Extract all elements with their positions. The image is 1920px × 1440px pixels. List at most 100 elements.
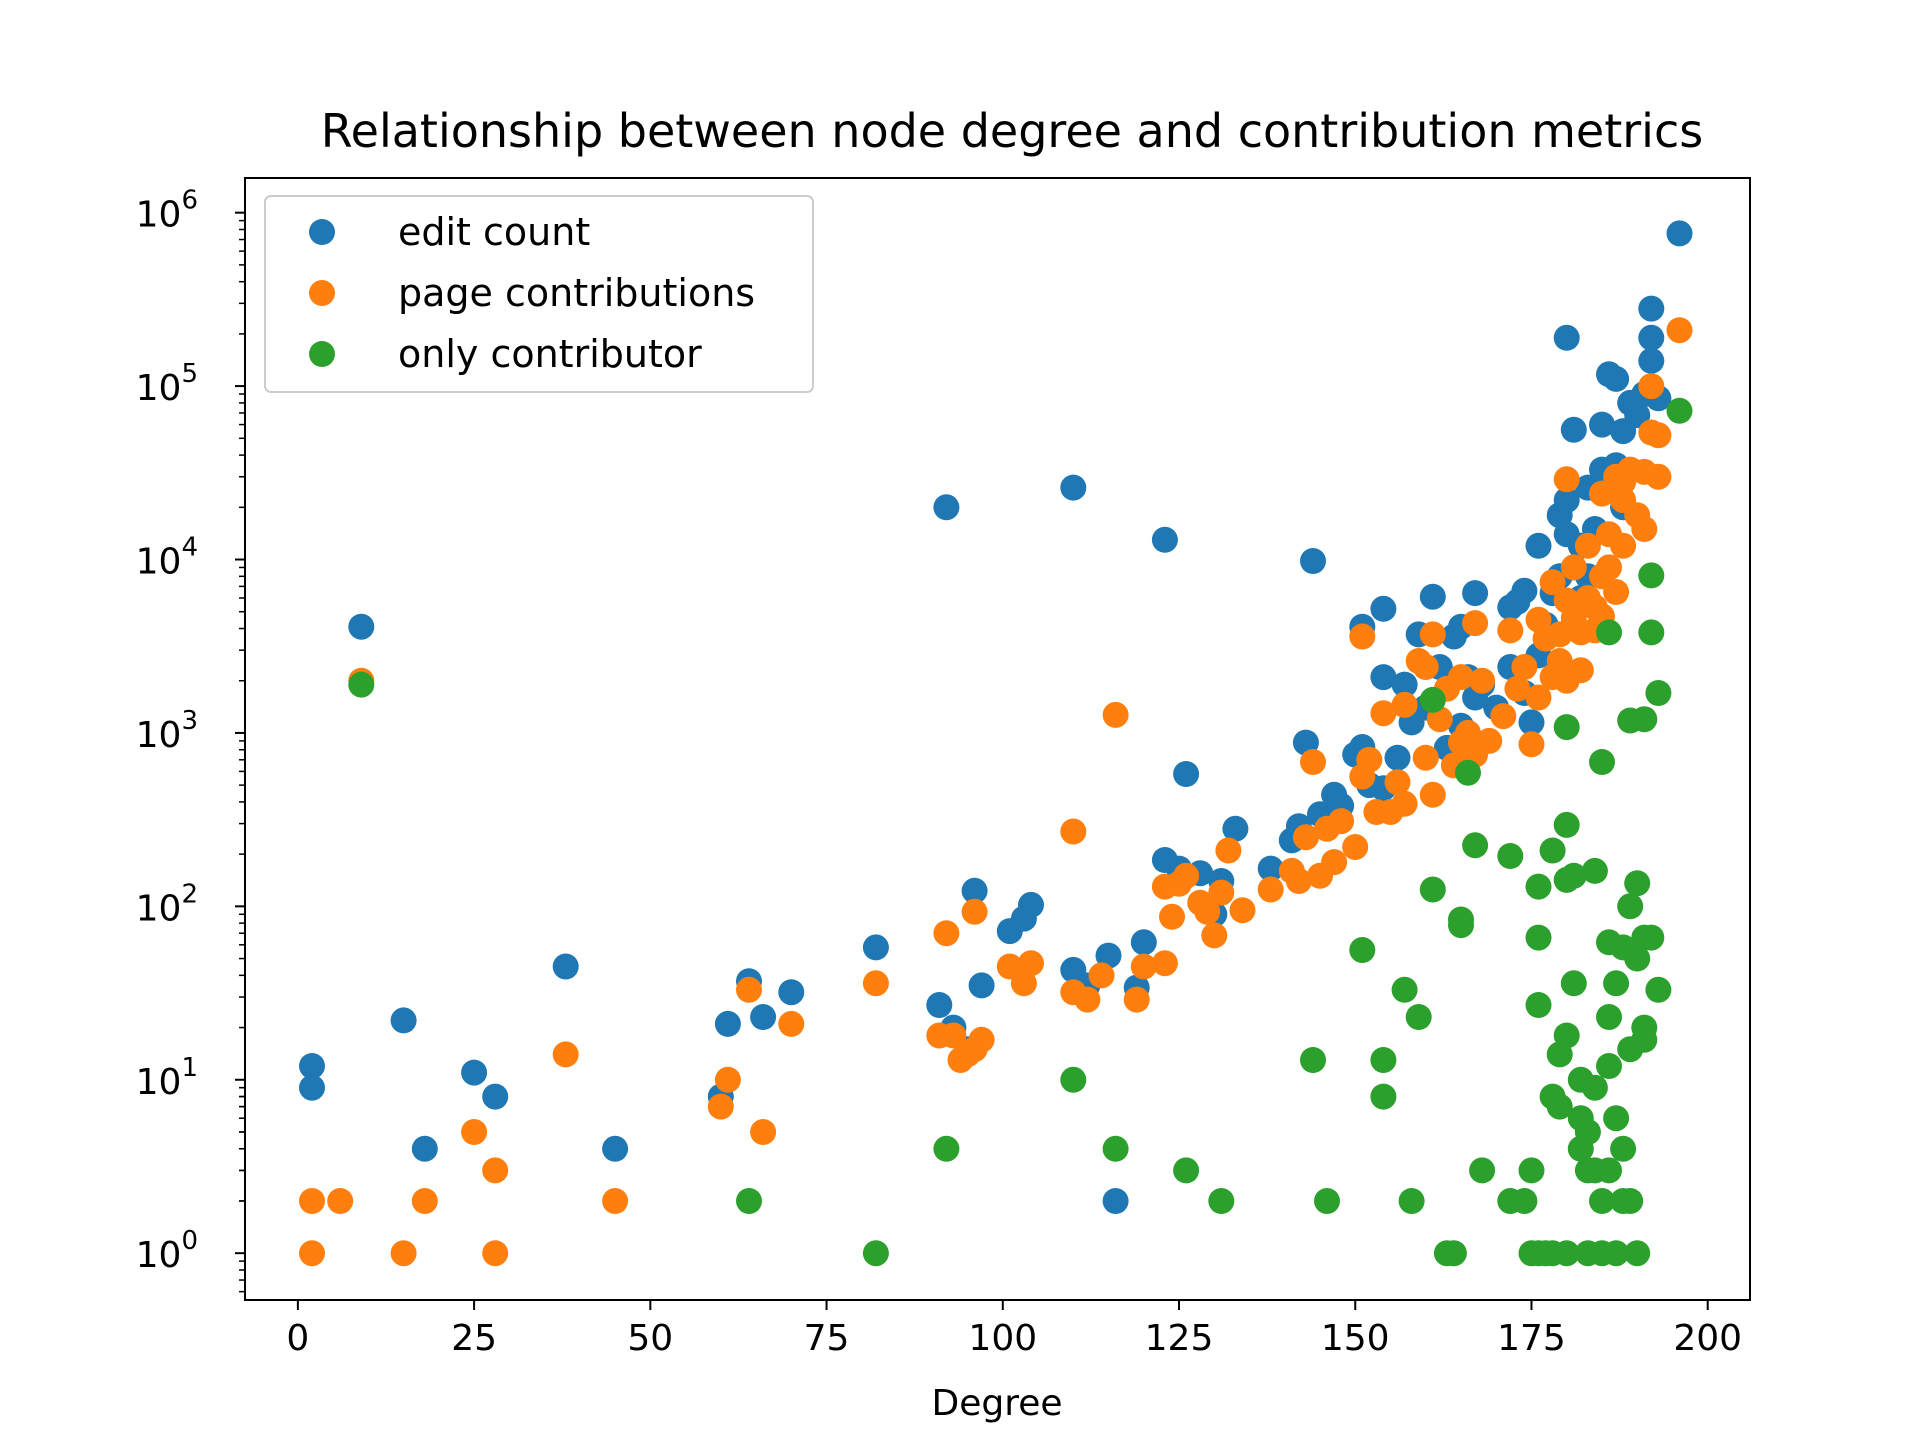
data-point — [1440, 1240, 1467, 1267]
data-point — [1596, 1004, 1622, 1030]
data-point — [1391, 691, 1418, 718]
data-point — [1631, 1026, 1658, 1053]
data-point — [1088, 962, 1115, 989]
data-point — [1412, 654, 1439, 680]
data-point — [1553, 487, 1580, 514]
data-point — [299, 1240, 325, 1267]
x-axis-label: Degree — [931, 1383, 1062, 1424]
data-point — [1018, 891, 1044, 918]
y-axis: 100 101 102 103 104 105 106 — [136, 186, 245, 1293]
data-point — [1462, 832, 1489, 859]
data-point — [1292, 824, 1319, 851]
data-point — [1638, 295, 1665, 322]
data-point — [348, 671, 375, 698]
data-point — [1624, 870, 1651, 897]
data-point — [1617, 893, 1644, 920]
data-point — [1574, 1119, 1601, 1145]
data-point — [1603, 1240, 1630, 1267]
data-point — [1462, 610, 1489, 637]
data-point — [1060, 474, 1087, 501]
data-point — [1666, 220, 1693, 247]
data-point — [1638, 924, 1665, 951]
data-point — [1412, 744, 1439, 771]
data-point — [1596, 1053, 1622, 1079]
data-point — [1589, 1188, 1615, 1214]
data-point — [1511, 654, 1538, 680]
data-point — [933, 1135, 960, 1162]
data-point — [862, 970, 889, 997]
data-point — [1511, 1188, 1538, 1214]
chart-title: Relationship between node degree and con… — [321, 104, 1703, 158]
data-point — [1102, 1135, 1129, 1162]
data-point — [1490, 703, 1517, 730]
plot-frame — [244, 177, 1751, 1301]
data-point — [1511, 577, 1538, 604]
data-point — [1617, 1188, 1644, 1214]
data-point — [1525, 873, 1552, 900]
data-point — [933, 920, 960, 947]
data-point — [1546, 648, 1573, 674]
data-point — [1018, 950, 1044, 977]
data-point — [1123, 986, 1150, 1013]
data-point — [390, 1007, 417, 1034]
data-point — [1596, 619, 1622, 646]
data-point — [1610, 532, 1637, 559]
legend-box — [264, 195, 814, 393]
data-point — [482, 1240, 509, 1267]
data-point — [1398, 1188, 1425, 1214]
data-point — [1546, 1093, 1573, 1120]
y-tick-label: 102 — [136, 879, 198, 929]
data-point — [1645, 976, 1672, 1003]
data-point — [1285, 868, 1312, 894]
data-point — [1130, 929, 1157, 956]
data-point — [1553, 1240, 1580, 1267]
data-point — [926, 992, 953, 1018]
data-point — [1448, 664, 1474, 691]
x-tick-label: 150 — [1321, 1318, 1390, 1359]
legend-marker — [309, 280, 335, 306]
data-point — [1384, 769, 1411, 796]
data-point — [940, 1022, 967, 1049]
series-2 — [348, 397, 1693, 1267]
data-point — [1553, 324, 1580, 351]
data-point — [1300, 1047, 1326, 1073]
data-point — [1159, 903, 1185, 930]
data-point — [1610, 1135, 1637, 1162]
data-point — [1391, 671, 1418, 698]
data-point — [1603, 970, 1630, 997]
data-point — [1476, 727, 1503, 754]
data-point — [1130, 953, 1157, 980]
data-point — [750, 1119, 777, 1145]
data-point — [1469, 1157, 1496, 1184]
data-point — [1589, 411, 1615, 438]
data-point — [1560, 554, 1587, 581]
data-point — [778, 1010, 805, 1037]
data-point — [1321, 849, 1348, 876]
data-point — [1638, 324, 1665, 351]
data-point — [1314, 1188, 1340, 1214]
data-point — [1300, 548, 1326, 574]
series-1 — [299, 317, 1693, 1267]
legend-marker — [309, 341, 335, 367]
data-point — [1645, 422, 1672, 449]
data-point — [1356, 746, 1383, 773]
y-tick-label: 103 — [136, 706, 198, 756]
legend: edit count page contributions only contrib… — [264, 195, 814, 393]
data-point — [1349, 937, 1376, 963]
data-point — [1553, 714, 1580, 741]
data-point — [1102, 1188, 1129, 1214]
data-point — [482, 1157, 509, 1184]
data-point — [390, 1240, 417, 1267]
data-point — [1560, 416, 1587, 443]
data-point — [1370, 595, 1397, 622]
data-point — [1497, 843, 1524, 869]
data-point — [348, 613, 375, 640]
data-point — [1201, 922, 1228, 949]
data-point — [961, 898, 988, 925]
data-point — [862, 1240, 889, 1267]
data-point — [1328, 808, 1355, 835]
data-point — [1342, 834, 1369, 860]
data-point — [299, 1188, 325, 1214]
data-point — [1469, 667, 1496, 694]
data-point — [1560, 970, 1587, 997]
